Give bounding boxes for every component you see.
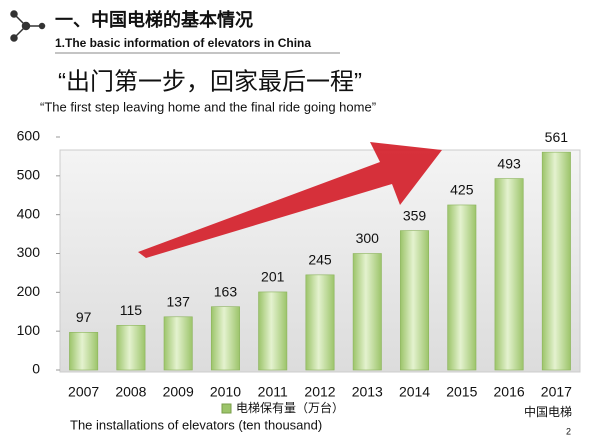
value-label: 493 xyxy=(497,155,521,171)
bar xyxy=(116,325,146,371)
x-tick-label: 2016 xyxy=(494,384,525,400)
bar xyxy=(210,306,240,371)
x-tick-label: 2009 xyxy=(163,384,194,400)
y-tick-label: 600 xyxy=(17,128,41,144)
x-tick-label: 2015 xyxy=(446,384,477,400)
value-label: 425 xyxy=(450,182,474,198)
x-tick-label: 2012 xyxy=(304,384,335,400)
y-tick-label: 400 xyxy=(17,205,41,221)
x-tick-label: 2014 xyxy=(399,384,430,400)
value-label: 359 xyxy=(403,207,427,223)
x-tick-label: 2008 xyxy=(115,384,146,400)
growth-arrow xyxy=(138,142,442,258)
slide-title: 一、中国电梯的基本情况 xyxy=(55,9,253,30)
x-tick-label: 2011 xyxy=(258,384,288,400)
value-label: 115 xyxy=(120,302,143,318)
slide-subtitle: 1.The basic information of elevators in … xyxy=(55,36,311,50)
page-number: 2 xyxy=(566,426,571,436)
bar xyxy=(541,151,571,371)
bar xyxy=(258,291,288,371)
value-label: 561 xyxy=(545,129,569,145)
value-label: 245 xyxy=(308,252,332,268)
bar xyxy=(163,316,193,371)
bar xyxy=(352,253,382,371)
y-tick-label: 200 xyxy=(17,283,41,299)
value-label: 300 xyxy=(356,230,380,246)
value-label: 97 xyxy=(76,309,92,325)
bar xyxy=(447,204,477,371)
x-tick-label: 2010 xyxy=(210,384,241,400)
header-icon xyxy=(10,10,46,42)
value-label: 137 xyxy=(167,294,191,310)
value-label: 163 xyxy=(214,283,238,299)
y-tick-label: 500 xyxy=(17,167,41,183)
quote: “出门第一步，回家最后一程” xyxy=(58,68,362,95)
x-tick-label: 2007 xyxy=(68,384,99,400)
bar xyxy=(494,178,524,371)
bar xyxy=(305,274,335,371)
x-tick-label: 2013 xyxy=(352,384,383,400)
quote-en: “The first step leaving home and the fin… xyxy=(40,99,376,114)
legend-swatch xyxy=(221,403,232,414)
y-tick-label: 0 xyxy=(32,361,40,377)
value-label: 201 xyxy=(261,269,285,285)
watermark: 中国电梯 xyxy=(524,404,572,419)
legend-label: 电梯保有量（万台） xyxy=(236,400,344,415)
bar xyxy=(69,332,99,371)
x-axis-title: The installations of elevators (ten thou… xyxy=(70,417,322,432)
y-tick-label: 100 xyxy=(17,322,41,338)
x-tick-label: 2017 xyxy=(541,384,572,400)
bar xyxy=(400,230,430,371)
y-tick-label: 300 xyxy=(17,244,41,260)
